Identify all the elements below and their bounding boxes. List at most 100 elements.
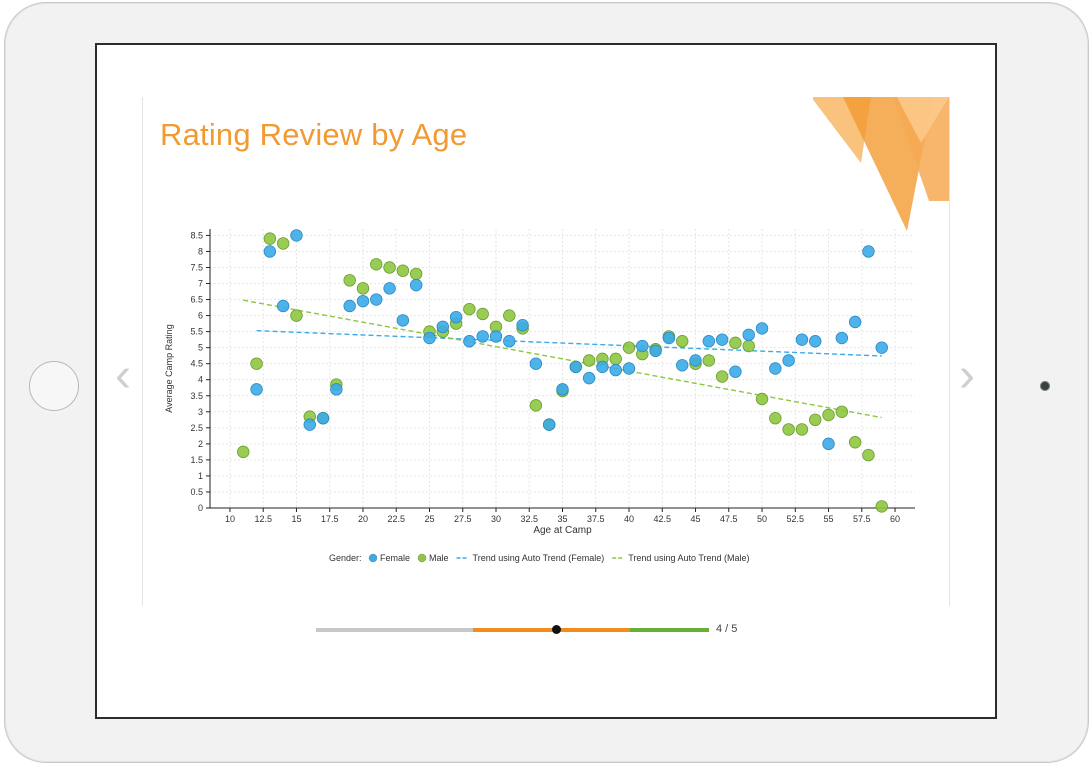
x-tick-label: 37.5 (587, 514, 605, 524)
x-tick-label: 27.5 (454, 514, 472, 524)
data-point-female (755, 322, 769, 335)
data-point-female (330, 383, 343, 396)
chart-axes (206, 229, 915, 512)
data-point-female (463, 335, 476, 348)
data-point-male (370, 258, 383, 271)
data-point-male (875, 500, 888, 513)
slide-progress-bar[interactable] (316, 625, 709, 634)
data-point-female (343, 299, 356, 313)
data-point-female (702, 335, 716, 348)
next-slide-chevron-right-icon[interactable]: › (959, 349, 975, 402)
data-point-female (370, 293, 383, 306)
data-point-female (689, 354, 702, 367)
chart-grid (210, 229, 915, 509)
slide: Rating Review by Age 0 0.5 1 1.5 2 2.5 3 3.5 4 4.… (142, 97, 950, 606)
data-point-male (609, 352, 622, 366)
data-point-female (875, 341, 888, 354)
data-point-female (622, 362, 636, 375)
data-point-female (516, 319, 529, 332)
data-point-female (409, 278, 423, 292)
x-axis-title: Age at Camp (533, 525, 592, 536)
data-point-male (702, 354, 716, 367)
trendline-male (243, 299, 882, 419)
y-tick-label: 5 (198, 343, 203, 353)
data-point-female (822, 437, 835, 451)
x-tick-label: 50 (757, 514, 767, 524)
data-point-male (356, 282, 370, 295)
camera-dot (1040, 381, 1050, 391)
data-point-male (676, 335, 689, 348)
x-tick-label: 60 (890, 514, 900, 524)
x-tick-label: 15 (291, 514, 301, 524)
y-tick-label: 2.5 (190, 423, 203, 433)
data-point-male (409, 267, 423, 281)
x-tick-label: 30 (491, 514, 501, 524)
data-point-male (343, 274, 356, 287)
data-point-female (449, 310, 463, 324)
data-point-male (835, 405, 849, 418)
progress-knob[interactable] (551, 625, 561, 634)
data-point-male (476, 307, 489, 321)
data-point-male (290, 309, 303, 322)
y-tick-label: 8 (198, 246, 203, 256)
data-point-male (582, 354, 596, 367)
data-point-female (489, 330, 503, 343)
data-point-male (862, 448, 875, 462)
data-point-male (396, 264, 410, 277)
data-point-male (622, 341, 636, 354)
data-point-male (742, 339, 755, 353)
data-point-male (503, 309, 516, 322)
y-tick-label: 4.5 (190, 359, 203, 369)
data-point-male (848, 436, 862, 449)
previous-slide-chevron-left-icon[interactable]: ‹ (115, 349, 131, 402)
data-point-male (822, 408, 835, 422)
x-tick-label: 17.5 (321, 514, 339, 524)
home-button[interactable] (29, 361, 79, 411)
y-tick-label: 7 (198, 279, 203, 289)
x-tick-label: 12.5 (254, 514, 272, 524)
data-point-female (316, 412, 330, 425)
data-point-male (795, 423, 809, 436)
data-point-female (529, 357, 543, 370)
legend-title: Gender: (329, 553, 362, 563)
progress-segment-remaining (630, 628, 709, 632)
page-indicator: 4 / 5 (716, 623, 738, 635)
data-point-female (809, 335, 822, 348)
y-tick-label: 2 (198, 439, 203, 449)
data-point-female (782, 354, 795, 367)
data-point-male (463, 302, 476, 316)
data-point-female (596, 360, 609, 374)
y-tick-label: 6 (198, 311, 203, 321)
data-point-female (476, 330, 489, 343)
data-point-male (263, 232, 277, 245)
scatter-chart: 00.511.522.533.544.555.566.577.588.510 12… (164, 229, 915, 563)
chart-trendlines (243, 299, 882, 419)
decorative-triangles-graphic (813, 97, 949, 231)
x-tick-label: 10 (225, 514, 235, 524)
data-point-female (715, 333, 729, 346)
data-point-female (436, 320, 449, 334)
legend-label: Male (429, 553, 449, 563)
data-point-female (636, 339, 649, 353)
data-point-male (715, 370, 729, 383)
x-tick-label: 52.5 (787, 514, 805, 524)
y-tick-label: 0.5 (190, 487, 203, 497)
data-point-female (769, 362, 782, 375)
y-tick-label: 1 (198, 471, 203, 481)
y-tick-label: 1.5 (190, 455, 203, 465)
data-point-female (263, 245, 277, 258)
deco-triangle (897, 97, 949, 143)
page-title: Rating Review by Age (160, 117, 468, 152)
data-point-male (237, 445, 250, 459)
progress-segment-viewed (316, 628, 474, 632)
x-tick-label: 22.5 (387, 514, 405, 524)
data-point-female (383, 282, 396, 295)
data-point-male (529, 399, 543, 412)
y-tick-label: 4 (198, 375, 203, 385)
y-tick-label: 8.5 (190, 230, 203, 240)
data-point-female (609, 363, 622, 377)
y-tick-label: 3.5 (190, 391, 203, 401)
chart-points (237, 229, 888, 513)
legend-marker-male (417, 553, 427, 563)
y-tick-label: 6.5 (190, 295, 203, 305)
